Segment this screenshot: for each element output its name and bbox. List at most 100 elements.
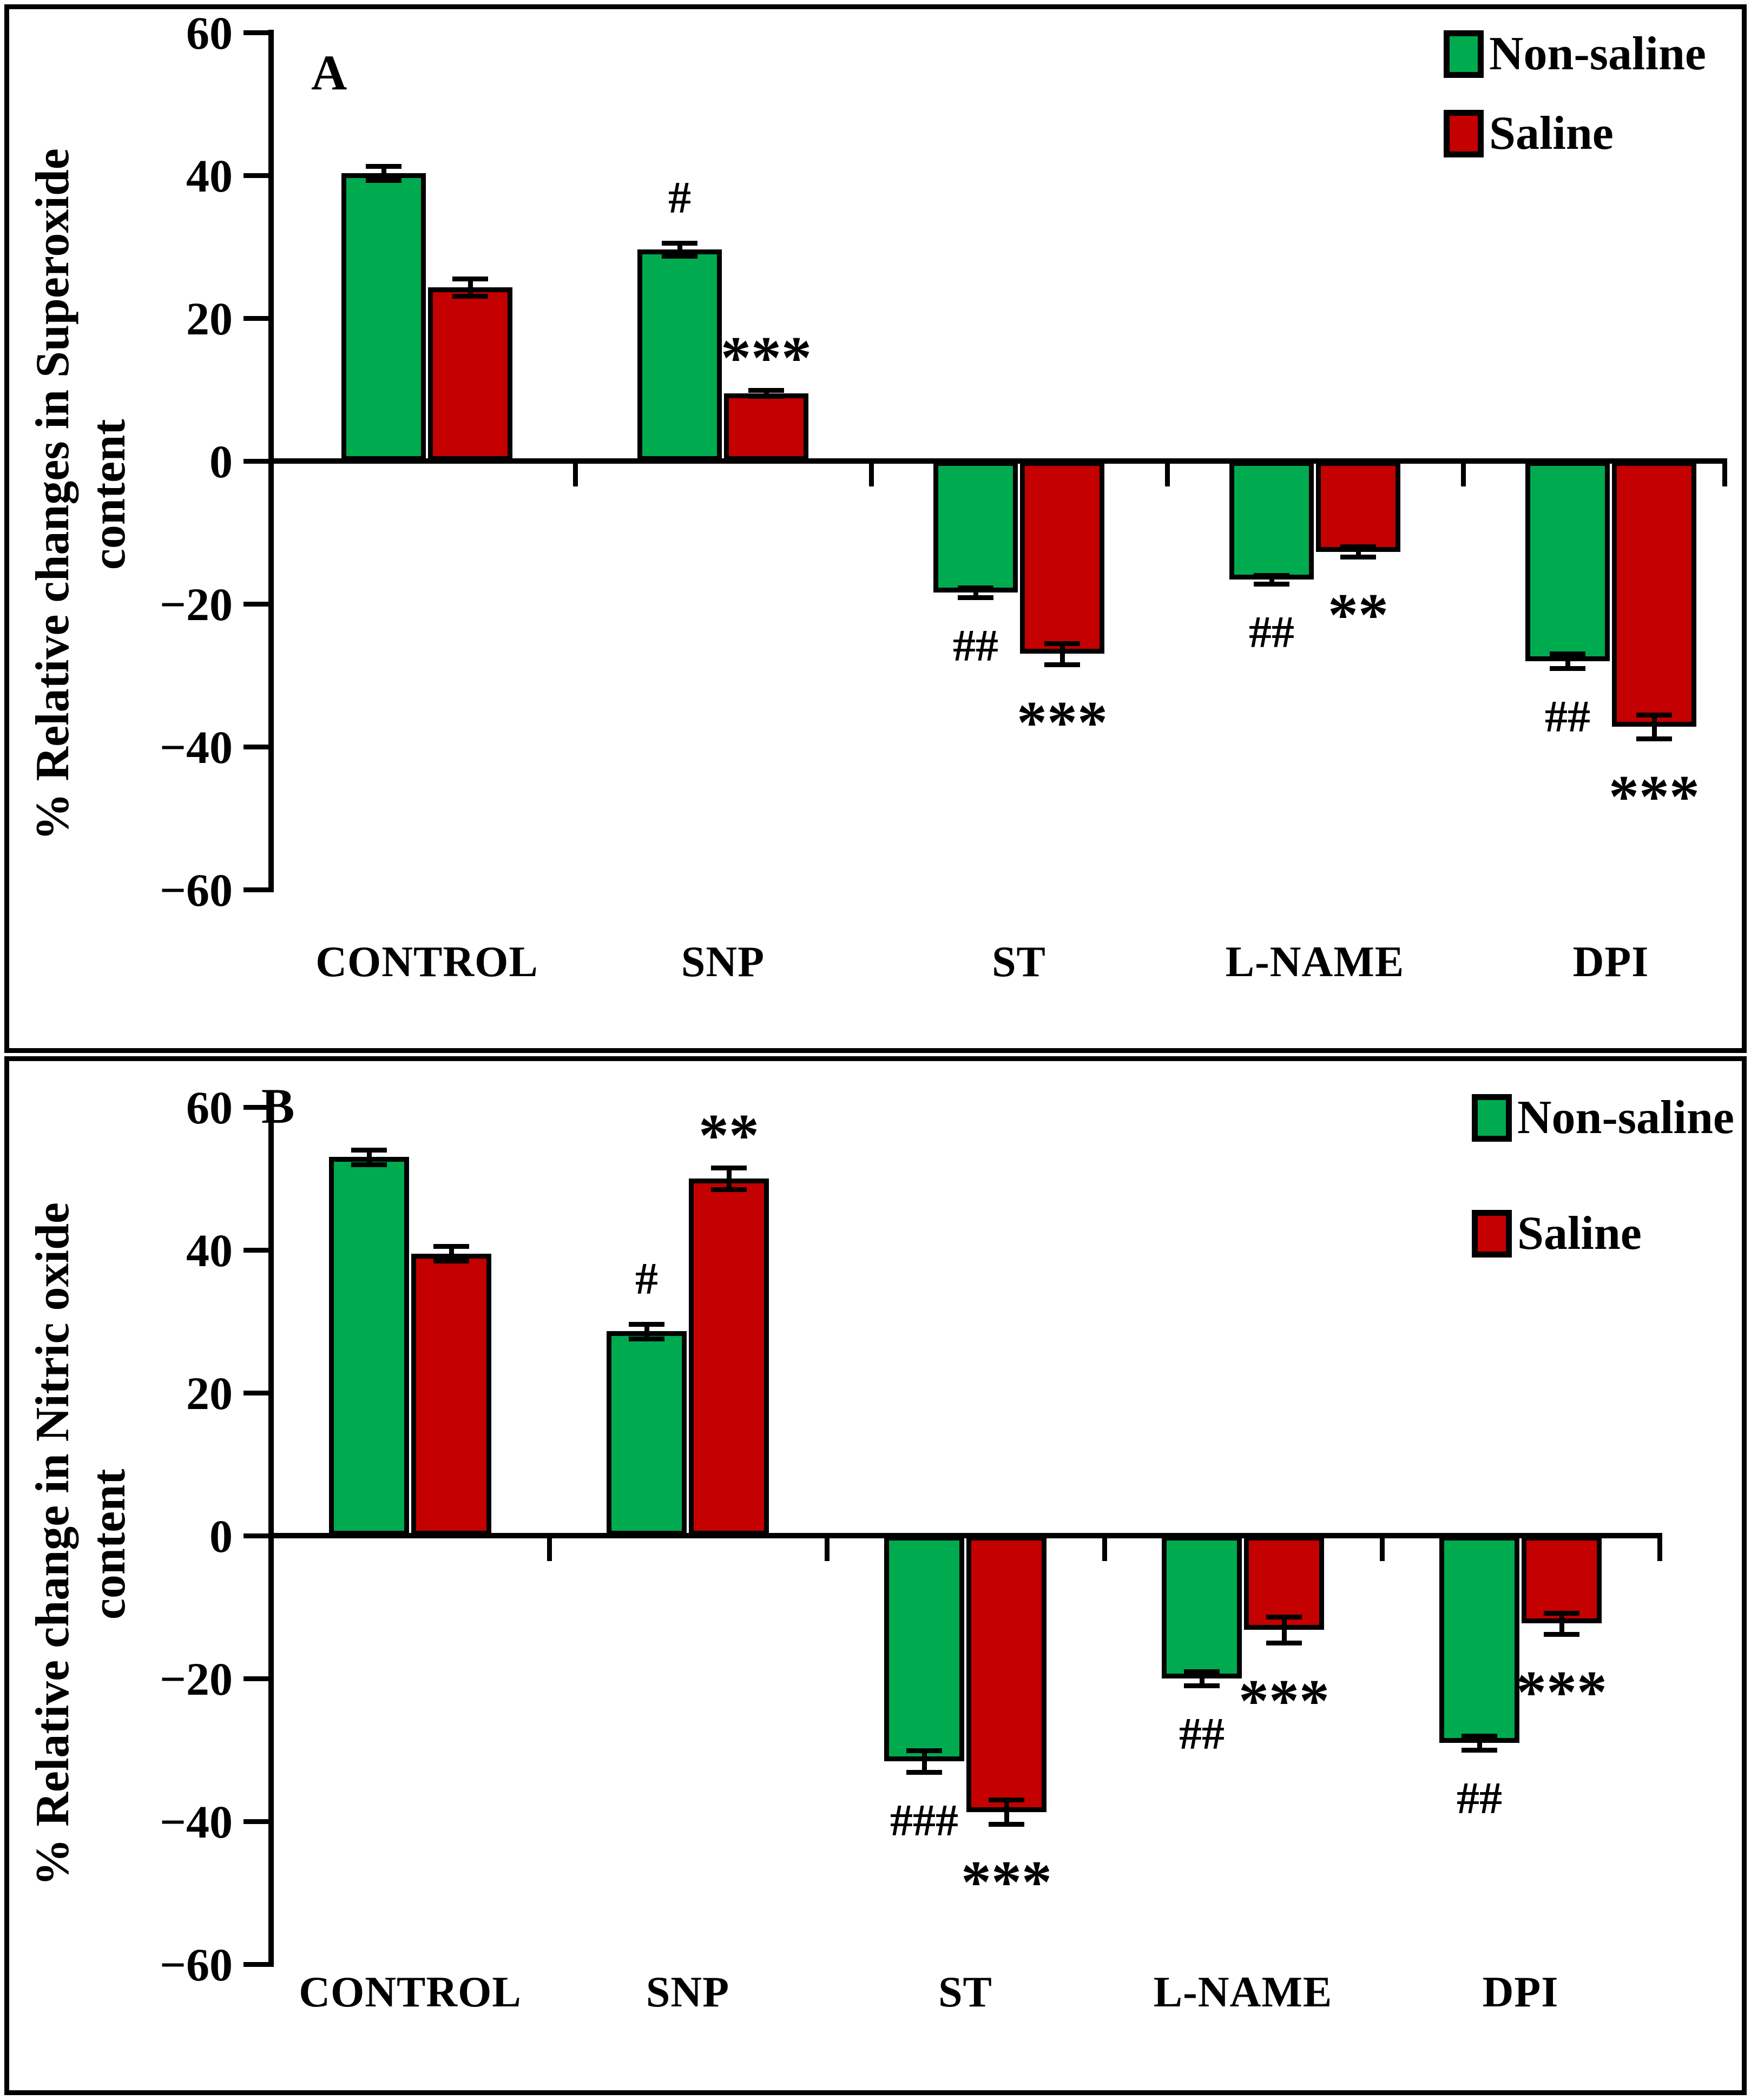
x-tick — [1102, 1538, 1107, 1561]
significance-annotation: *** — [1516, 1659, 1607, 1727]
bar — [1229, 461, 1314, 580]
significance-annotation: ## — [953, 621, 998, 672]
error-bar-cap — [1462, 1733, 1497, 1739]
error-bar-cap — [452, 277, 488, 282]
significance-annotation: # — [668, 173, 691, 223]
error-bar-cap — [351, 1148, 387, 1153]
y-tick — [243, 887, 268, 892]
x-tick — [1460, 464, 1466, 486]
y-tick — [243, 316, 268, 321]
significance-annotation: ### — [890, 1795, 958, 1846]
bar — [428, 287, 512, 461]
error-bar-line — [1199, 1671, 1204, 1686]
error-bar-line — [644, 1324, 649, 1339]
panel-a-plot-area: 60 40 20 0 −20 −40 −60 CONTROL SNP ST L-NAME DPI # ##… — [159, 7, 1727, 986]
error-bar-cap — [1550, 666, 1585, 671]
significance-annotation: ## — [1457, 1773, 1502, 1823]
bar — [689, 1179, 769, 1536]
x-tick — [1379, 1538, 1385, 1561]
saline-swatch-icon — [1472, 1210, 1512, 1258]
significance-annotation: ** — [1328, 581, 1388, 649]
panel-a-letter: A — [311, 45, 347, 100]
error-bar-cap — [433, 1258, 469, 1263]
bar — [637, 249, 722, 461]
category-label: L-NAME — [1225, 938, 1405, 986]
error-bar-cap — [433, 1244, 469, 1249]
error-bar-line — [381, 166, 386, 181]
error-bar-line — [1565, 654, 1570, 668]
error-bar-cap — [1636, 712, 1672, 717]
error-bar-cap — [452, 294, 488, 299]
error-bar-line — [1355, 547, 1361, 557]
y-tick-label: −20 — [159, 578, 233, 630]
error-bar-line — [1651, 714, 1657, 739]
bar — [966, 1536, 1046, 1812]
legend-label-saline-b: Saline — [1517, 1207, 1642, 1260]
y-axis-line — [268, 30, 274, 892]
error-bar-cap — [1044, 641, 1080, 646]
bar — [411, 1253, 491, 1536]
y-tick-label: 0 — [209, 436, 233, 488]
y-tick-label: 0 — [209, 1510, 233, 1562]
error-bar-cap — [1184, 1669, 1220, 1674]
error-bar-cap — [351, 1162, 387, 1167]
y-tick-label: −40 — [159, 1796, 233, 1848]
bar — [1316, 461, 1400, 552]
x-tick — [824, 1538, 830, 1561]
error-bar-cap — [958, 585, 993, 590]
error-bar-cap — [748, 393, 784, 399]
category-label: SNP — [646, 1969, 730, 2016]
y-tick-label: −40 — [159, 721, 233, 773]
bar — [1525, 461, 1610, 661]
saline-swatch-icon — [1444, 110, 1484, 157]
error-bar-line — [921, 1750, 927, 1772]
x-tick — [1722, 464, 1727, 486]
y-tick-label: −60 — [159, 864, 233, 916]
legend-item-saline-b: Saline — [1472, 1210, 1642, 1258]
y-tick — [243, 1676, 268, 1681]
category-label: SNP — [681, 938, 765, 986]
y-tick — [243, 1533, 268, 1538]
error-bar-line — [1281, 1617, 1287, 1643]
category-label: ST — [992, 938, 1046, 986]
error-bar-line — [763, 390, 769, 396]
legend-item-non-saline-b: Non-saline — [1472, 1094, 1734, 1142]
y-tick — [243, 1962, 268, 1967]
error-bar-line — [726, 1168, 732, 1189]
error-bar-cap — [366, 178, 401, 183]
bar — [1439, 1536, 1519, 1743]
category-label: ST — [938, 1969, 992, 2016]
category-label: L-NAME — [1153, 1969, 1333, 2016]
y-tick-label: 60 — [186, 7, 233, 59]
y-tick-label: −20 — [159, 1653, 233, 1705]
error-bar-cap — [1254, 582, 1289, 587]
legend-label-saline-a: Saline — [1489, 107, 1614, 160]
non-saline-swatch-icon — [1444, 30, 1484, 78]
error-bar-cap — [1544, 1632, 1579, 1637]
bar — [884, 1536, 964, 1762]
legend-item-non-saline-a: Non-saline — [1444, 30, 1706, 78]
bar — [1162, 1536, 1242, 1678]
y-tick — [243, 173, 268, 178]
significance-annotation: ## — [1545, 691, 1590, 742]
panel-a-border — [4, 4, 1747, 1053]
y-tick-label: −60 — [159, 1939, 233, 1991]
error-bar-cap — [958, 595, 993, 601]
error-bar-line — [449, 1246, 454, 1261]
y-axis-line — [268, 1104, 274, 1967]
error-bar-cap — [711, 1166, 747, 1171]
error-bar-cap — [1544, 1610, 1579, 1616]
error-bar-cap — [662, 241, 697, 246]
category-label: CONTROL — [299, 1969, 522, 2016]
y-tick-label: 40 — [186, 1225, 233, 1276]
x-tick — [572, 464, 578, 486]
y-tick-label: 20 — [186, 293, 233, 345]
significance-annotation: *** — [1609, 763, 1700, 831]
x-tick — [1164, 464, 1170, 486]
error-bar-cap — [711, 1187, 747, 1192]
y-tick — [243, 1819, 268, 1824]
category-label: DPI — [1572, 938, 1649, 986]
error-bar-cap — [1044, 662, 1080, 668]
y-tick — [243, 459, 268, 464]
error-bar-line — [366, 1150, 372, 1164]
